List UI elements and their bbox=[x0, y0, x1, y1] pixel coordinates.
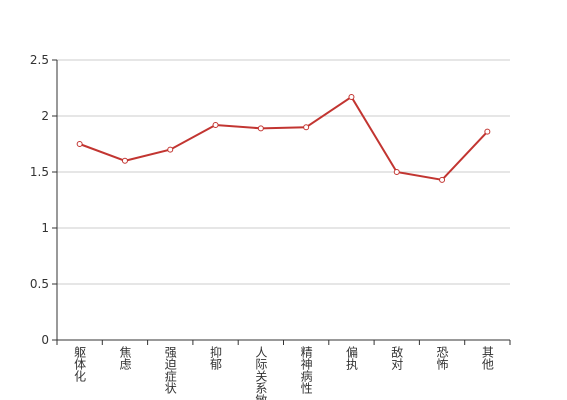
x-tick-label: 人际关系敏感 bbox=[254, 346, 268, 400]
point bbox=[439, 176, 446, 183]
point bbox=[212, 121, 219, 128]
x-tick-label: 其他 bbox=[480, 346, 494, 370]
x-tick-label: 恐怖 bbox=[435, 346, 449, 370]
y-tick-label: 0 bbox=[41, 333, 49, 347]
point bbox=[303, 124, 310, 131]
point bbox=[484, 128, 491, 135]
y-tick-label: 1 bbox=[41, 221, 49, 235]
x-tick-label: 偏执 bbox=[344, 345, 358, 371]
y-tick-label: 0.5 bbox=[30, 277, 49, 291]
y-tick-label: 1.5 bbox=[30, 165, 49, 179]
point bbox=[348, 93, 355, 100]
point bbox=[121, 157, 128, 164]
x-tick-label: 抑郁 bbox=[209, 345, 223, 371]
x-tick-label: 躯体化 bbox=[73, 345, 87, 383]
point bbox=[257, 125, 264, 132]
point bbox=[393, 169, 400, 175]
y-tick-label: 2 bbox=[41, 109, 49, 123]
x-tick-label: 精神病性 bbox=[299, 346, 313, 395]
x-tick-label: 强迫症状 bbox=[163, 346, 177, 394]
y-tick-label: 2.5 bbox=[30, 53, 49, 67]
point bbox=[76, 141, 83, 147]
x-tick-label: 敌对 bbox=[390, 345, 404, 370]
x-tick-label: 焦虑 bbox=[118, 346, 132, 370]
line bbox=[79, 95, 489, 181]
point bbox=[167, 146, 174, 153]
